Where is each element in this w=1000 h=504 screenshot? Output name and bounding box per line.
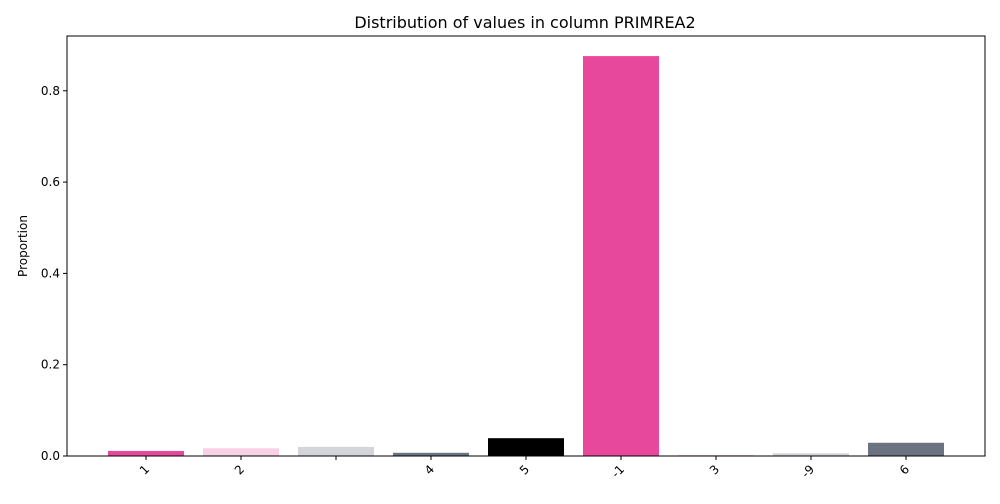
bar [203,448,279,456]
x-tick-label: 1 [137,462,152,477]
bar [298,446,374,456]
x-tick-label: -9 [799,462,817,480]
plot-frame [66,35,986,457]
bar [583,56,659,457]
x-tick-label: 3 [707,462,722,477]
y-tick-label: 0.0 [41,449,60,463]
chart-title: Distribution of values in column PRIMREA… [354,13,695,32]
bar [393,452,469,456]
y-tick-label: 0.4 [41,266,60,280]
y-axis-label: Proportion [16,215,30,277]
bar [868,442,944,456]
y-tick-label: 0.8 [41,84,60,98]
bar [488,438,564,456]
x-tick-label: 6 [897,462,912,477]
bar [773,453,849,456]
y-tick-label: 0.2 [41,358,60,372]
x-tick-label: 5 [517,462,532,477]
x-ticks-group: 1 2 4 5 -1 3 -9 6 [137,456,912,481]
x-tick-label: 4 [422,462,437,477]
y-ticks-group: 0.0 0.2 0.4 0.6 0.8 [41,84,67,463]
x-tick-label: -1 [609,462,627,480]
x-tick-label: 2 [232,462,247,477]
bar [108,450,184,456]
bars-group [108,56,944,457]
y-tick-label: 0.6 [41,175,60,189]
